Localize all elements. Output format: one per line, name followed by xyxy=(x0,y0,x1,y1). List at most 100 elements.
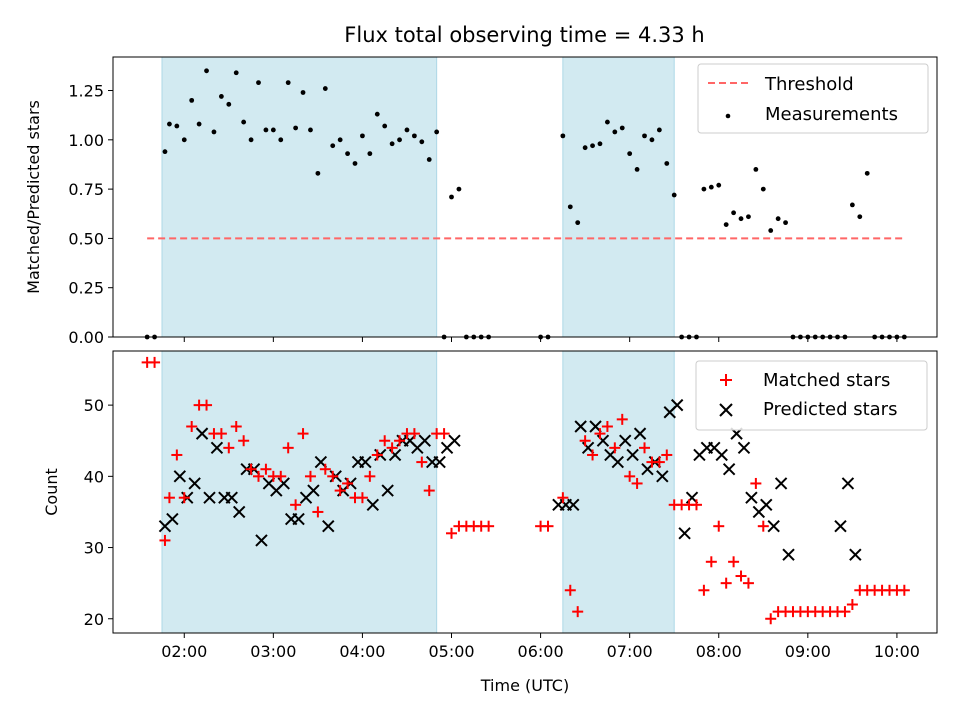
marker-stroke xyxy=(782,548,795,561)
marker-stroke xyxy=(581,441,595,455)
matched-star-marker xyxy=(201,399,213,411)
matched-star-marker xyxy=(408,428,420,440)
matched-star-markers xyxy=(141,356,910,625)
matched-star-marker xyxy=(564,584,576,596)
measurement-point xyxy=(248,137,254,143)
measurement-point xyxy=(233,70,239,76)
x-tick-label: 09:00 xyxy=(785,642,831,661)
matched-star-marker xyxy=(297,428,309,440)
measurement-point xyxy=(367,151,373,157)
matched-star-marker xyxy=(601,420,613,432)
predicted-star-marker xyxy=(834,519,847,533)
measurement-point xyxy=(760,186,766,192)
marker-stroke xyxy=(255,534,268,547)
marker-stroke xyxy=(366,498,380,512)
top-x-ticks xyxy=(183,337,898,342)
top-y-ticks: 0.00 0.25 0.50 0.75 1.00 1.25 xyxy=(68,82,113,347)
matched-star-marker xyxy=(579,435,591,447)
marker-stroke xyxy=(722,463,736,476)
measurement-point xyxy=(196,121,202,127)
matched-star-marker xyxy=(616,413,628,425)
measurement-point xyxy=(746,214,751,220)
measurement-point xyxy=(664,161,670,166)
measurement-point xyxy=(382,123,388,129)
matched-star-marker xyxy=(178,492,190,504)
matched-star-marker xyxy=(446,527,458,539)
matched-star-marker xyxy=(624,470,636,482)
measurement-point xyxy=(738,216,744,222)
predicted-star-marker xyxy=(292,512,305,526)
measurement-point xyxy=(189,97,195,103)
measurement-point xyxy=(701,186,707,192)
bottom-axes-frame xyxy=(112,350,938,634)
measurement-point xyxy=(716,182,722,188)
predicted-star-marker xyxy=(366,498,380,512)
bottom-legend: Matched stars Predicted stars xyxy=(695,360,928,431)
predicted-star-marker xyxy=(574,420,587,433)
x-tick-label: 02:00 xyxy=(161,642,207,661)
measurement-point xyxy=(671,192,677,198)
marker-stroke xyxy=(433,455,446,469)
marker-stroke xyxy=(195,427,209,440)
marker-stroke xyxy=(166,512,179,526)
measurement-point xyxy=(575,220,581,226)
y-tick-label: 1.25 xyxy=(68,82,104,101)
measurement-point xyxy=(723,222,729,228)
marker-stroke xyxy=(626,448,639,462)
y-tick-label: 0.50 xyxy=(68,229,104,248)
predicted-star-marker xyxy=(567,498,580,512)
matched-star-marker xyxy=(364,470,376,482)
measurement-point xyxy=(204,68,209,74)
measurement-point xyxy=(270,127,276,133)
y-tick-label: 0.00 xyxy=(68,328,104,347)
marker-stroke xyxy=(225,491,238,504)
marker-stroke xyxy=(589,420,602,433)
matched-star-marker xyxy=(750,477,762,489)
measurement-point xyxy=(278,137,284,143)
measurement-point xyxy=(330,143,336,149)
matched-star-marker xyxy=(416,456,428,468)
matched-star-marker xyxy=(334,485,346,497)
marker-stroke xyxy=(774,477,788,490)
predicted-star-marker xyxy=(418,434,431,447)
measurement-point xyxy=(864,170,870,176)
top-shaded-interval-1 xyxy=(562,56,675,338)
measurement-point xyxy=(374,111,380,117)
matched-star-marker xyxy=(230,420,242,432)
marker-stroke xyxy=(619,434,632,447)
y-tick-label: 30 xyxy=(84,539,104,558)
matched-star-marker xyxy=(245,463,257,475)
matched-star-marker xyxy=(438,428,450,440)
predicted-star-marker xyxy=(767,519,780,533)
predicted-star-marker xyxy=(448,434,461,447)
predicted-star-marker xyxy=(188,477,201,490)
predicted-star-marker xyxy=(433,455,446,469)
x-tick-label: 08:00 xyxy=(696,642,742,661)
matched-star-marker xyxy=(720,577,732,589)
predicted-star-marker xyxy=(656,470,669,483)
top-y-axis-label: Matched/Predicted stars xyxy=(24,100,43,294)
measurement-point xyxy=(857,214,863,220)
legend-measurements-swatch xyxy=(725,113,731,119)
marker-stroke xyxy=(418,434,431,447)
bottom-y-ticks: 20 30 40 50 xyxy=(84,396,113,629)
marker-stroke xyxy=(715,448,728,462)
marker-stroke xyxy=(448,434,461,447)
measurement-point xyxy=(352,161,358,166)
measurement-point xyxy=(449,194,454,200)
predicted-star-marker xyxy=(745,491,758,504)
predicted-star-marker xyxy=(626,448,639,462)
matched-star-marker xyxy=(557,492,569,504)
bottom-shaded-interval-1 xyxy=(562,350,675,634)
marker-stroke xyxy=(678,527,691,540)
measurement-point xyxy=(404,127,410,133)
matched-star-marker xyxy=(713,520,725,532)
bottom-x-ticks: 02:00 03:00 04:00 05:00 06:00 07:00 08:00 09:00… xyxy=(161,633,920,661)
measurement-point xyxy=(753,166,759,172)
matched-star-marker xyxy=(631,477,643,489)
matched-star-marker xyxy=(386,442,398,454)
measurement-point xyxy=(389,141,395,147)
measurement-point xyxy=(285,80,291,86)
measurement-point xyxy=(642,133,647,139)
